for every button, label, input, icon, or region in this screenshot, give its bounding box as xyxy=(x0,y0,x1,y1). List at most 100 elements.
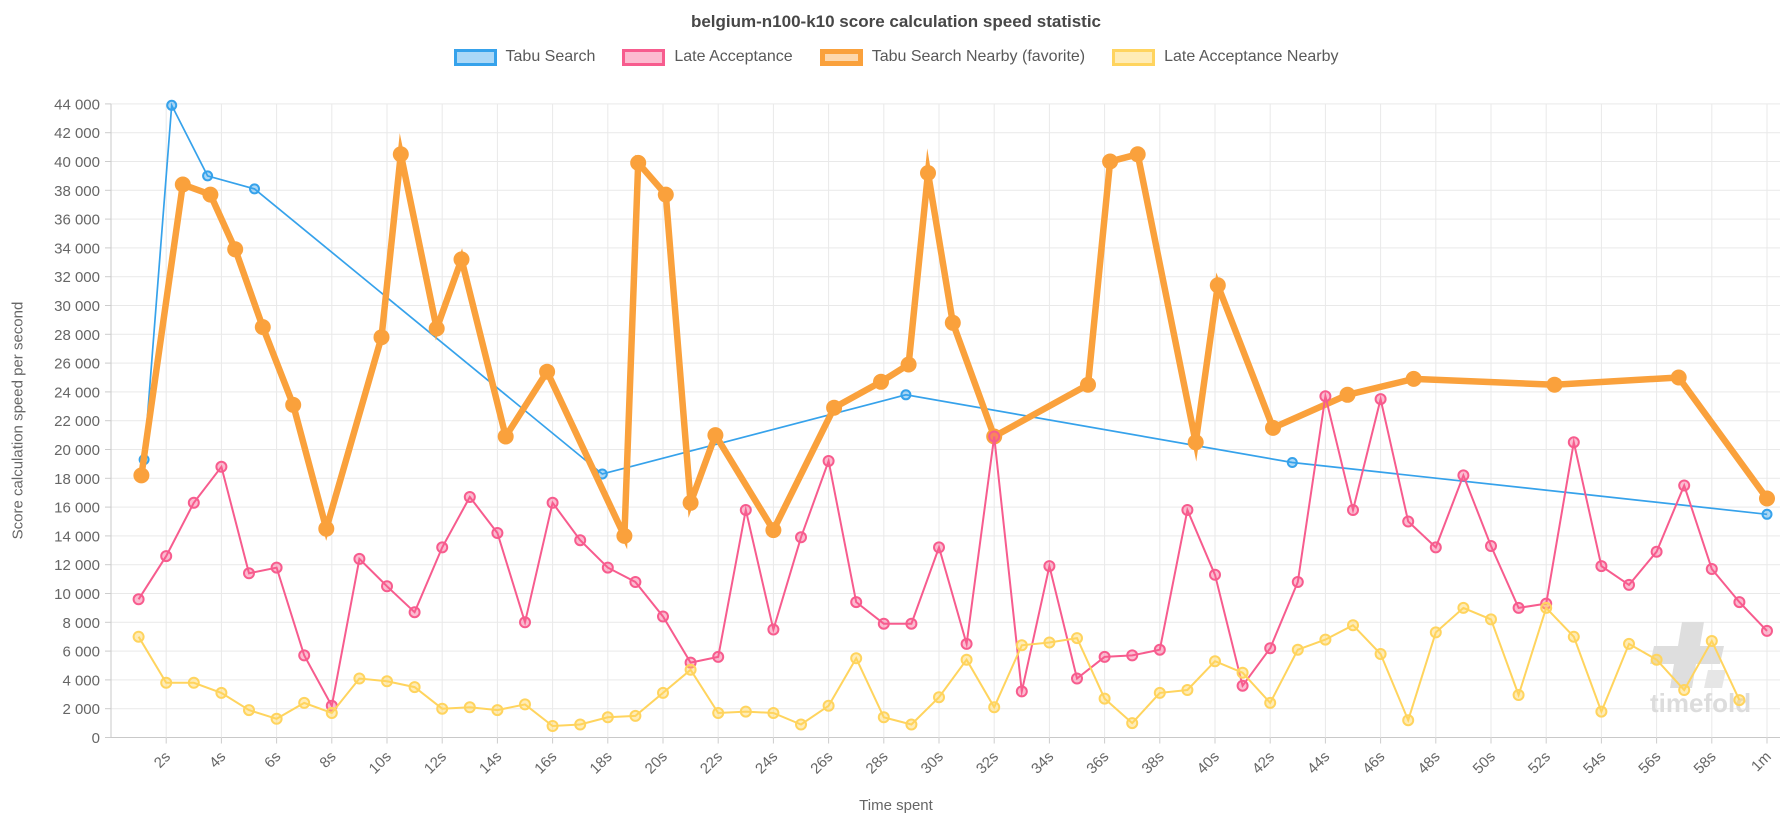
data-point xyxy=(944,314,961,331)
svg-text:54s: 54s xyxy=(1580,748,1609,777)
svg-text:52s: 52s xyxy=(1525,748,1554,777)
grid-lines xyxy=(105,103,1780,744)
svg-text:28s: 28s xyxy=(863,748,892,777)
data-point xyxy=(1098,650,1111,663)
data-point xyxy=(1236,666,1249,679)
data-point xyxy=(254,319,271,336)
data-point xyxy=(353,672,366,685)
svg-text:34s: 34s xyxy=(1028,748,1057,777)
svg-text:10 000: 10 000 xyxy=(54,586,100,603)
data-point xyxy=(739,705,752,718)
data-point xyxy=(1457,469,1470,482)
data-point xyxy=(988,430,1001,443)
data-point xyxy=(601,561,614,574)
svg-text:34 000: 34 000 xyxy=(54,240,100,257)
data-point xyxy=(712,707,725,719)
data-point xyxy=(392,146,409,163)
data-point xyxy=(900,356,917,373)
data-point xyxy=(1540,601,1553,614)
svg-text:20s: 20s xyxy=(642,748,671,777)
data-point xyxy=(1129,146,1146,163)
data-point xyxy=(765,522,782,539)
data-point xyxy=(539,363,556,380)
timefold-logo-icon xyxy=(1650,622,1724,688)
data-point xyxy=(1319,390,1332,403)
data-point xyxy=(408,681,421,694)
data-point xyxy=(1374,393,1387,406)
svg-text:8 000: 8 000 xyxy=(62,615,100,632)
data-point xyxy=(1670,369,1687,386)
svg-text:22s: 22s xyxy=(697,748,726,777)
data-point xyxy=(1485,540,1497,552)
legend-item-tabu-search[interactable]: Tabu Search xyxy=(453,48,595,66)
data-point xyxy=(1429,626,1442,639)
svg-text:8s: 8s xyxy=(316,748,339,771)
legend-item-late-acceptance-nearby[interactable]: Late Acceptance Nearby xyxy=(1112,48,1338,66)
data-point xyxy=(1339,386,1356,403)
data-point xyxy=(1457,601,1470,614)
svg-text:24 000: 24 000 xyxy=(54,384,100,401)
data-point xyxy=(707,427,724,444)
data-point xyxy=(1209,277,1226,294)
data-point xyxy=(905,617,918,630)
data-point xyxy=(270,561,283,574)
data-point xyxy=(850,652,863,665)
data-point xyxy=(227,241,244,258)
svg-text:28 000: 28 000 xyxy=(54,327,100,344)
data-point xyxy=(1181,504,1194,516)
series-late-acceptance-nearby xyxy=(132,601,1746,732)
data-point xyxy=(1567,630,1580,643)
data-point xyxy=(1761,508,1773,520)
data-point xyxy=(1153,643,1166,656)
data-point xyxy=(657,686,669,699)
svg-text:6 000: 6 000 xyxy=(62,644,100,661)
data-point xyxy=(463,491,476,503)
data-point xyxy=(933,541,945,554)
data-point xyxy=(960,653,973,666)
data-point xyxy=(1264,642,1277,655)
data-point xyxy=(243,704,255,717)
svg-text:32 000: 32 000 xyxy=(54,269,100,286)
data-point xyxy=(381,675,393,688)
data-point xyxy=(132,630,145,643)
data-point xyxy=(1265,419,1281,436)
data-point xyxy=(285,396,302,413)
data-point xyxy=(877,711,890,724)
svg-text:40 000: 40 000 xyxy=(54,154,100,171)
series-tabu-search-nearby-favorite xyxy=(133,133,1775,550)
legend-item-tabu-search-nearby-favorite[interactable]: Tabu Search Nearby (favorite) xyxy=(819,48,1085,66)
legend-label: Late Acceptance Nearby xyxy=(1164,48,1339,65)
svg-text:50s: 50s xyxy=(1470,748,1499,777)
legend-swatch-icon xyxy=(1112,48,1156,66)
data-point xyxy=(187,496,200,509)
data-point xyxy=(1374,648,1387,660)
legend-swatch-icon xyxy=(453,48,497,66)
svg-text:6s: 6s xyxy=(261,748,284,771)
data-point xyxy=(1485,613,1497,626)
chart-title: belgium-n100-k10 score calculation speed… xyxy=(690,12,1102,31)
data-point xyxy=(1015,639,1028,652)
svg-text:16s: 16s xyxy=(531,748,560,777)
data-point xyxy=(436,702,449,715)
svg-text:30s: 30s xyxy=(918,748,947,777)
data-point xyxy=(1402,515,1415,528)
series-tabu-search xyxy=(138,99,1773,520)
data-point xyxy=(1512,601,1525,614)
data-point xyxy=(822,455,835,467)
svg-text:14s: 14s xyxy=(476,748,505,777)
data-point xyxy=(1733,596,1746,609)
data-point xyxy=(601,711,614,724)
data-point xyxy=(1402,714,1415,727)
data-point xyxy=(1126,649,1139,662)
legend-item-late-acceptance[interactable]: Late Acceptance xyxy=(622,48,793,66)
data-point xyxy=(1015,685,1028,698)
series-late-acceptance xyxy=(132,390,1773,712)
legend-swatch-icon xyxy=(819,48,863,66)
data-point xyxy=(1291,643,1304,656)
data-point xyxy=(249,183,260,195)
data-point xyxy=(1650,653,1663,666)
legend-swatch-icon xyxy=(622,48,666,66)
data-point xyxy=(657,186,674,203)
